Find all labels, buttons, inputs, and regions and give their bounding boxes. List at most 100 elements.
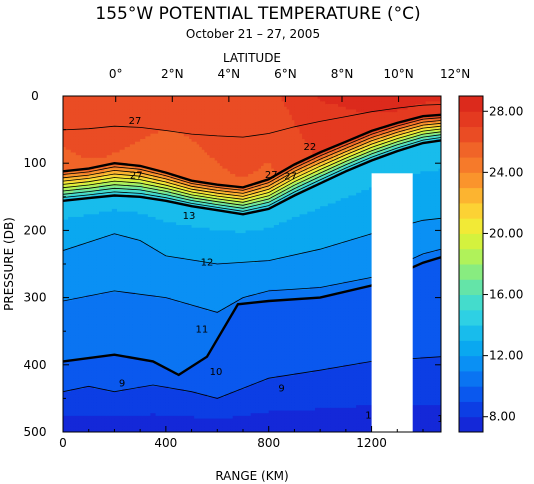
temperature-cell [81, 268, 85, 272]
temperature-cell [73, 125, 77, 129]
temperature-cell [73, 426, 77, 430]
temperature-cell [63, 149, 67, 154]
temperature-cell [65, 324, 69, 328]
temperature-cell [70, 165, 74, 170]
temperature-cell [70, 114, 74, 119]
temperature-cell [63, 313, 67, 318]
temperature-cell [83, 329, 87, 334]
temperature-cell [81, 141, 85, 145]
temperature-cell [70, 216, 74, 221]
temperature-cell [63, 147, 67, 151]
temperature-cell [68, 308, 72, 312]
temperature-cell [68, 354, 72, 358]
temperature-cell [68, 114, 72, 119]
temperature-cell [78, 343, 82, 347]
temperature-cell [83, 106, 87, 111]
temperature-cell [81, 98, 85, 102]
temperature-cell [75, 96, 80, 100]
temperature-cell [86, 98, 90, 102]
temperature-cell [83, 136, 87, 140]
temperature-cell [73, 144, 77, 148]
temperature-cell [83, 112, 87, 116]
temperature-cell [65, 281, 69, 285]
temperature-cell [78, 329, 82, 334]
temperature-cell [63, 337, 67, 342]
temperature-cell [83, 246, 87, 250]
temperature-cell [68, 345, 72, 350]
temperature-cell [73, 321, 77, 326]
temperature-cell [63, 122, 67, 127]
temperature-cell [63, 235, 67, 240]
temperature-cell [75, 391, 80, 395]
temperature-cell [81, 230, 85, 234]
temperature-cell [78, 163, 82, 167]
temperature-cell [78, 351, 82, 355]
temperature-cell [78, 254, 82, 258]
temperature-cell [83, 332, 87, 336]
temperature-cell [63, 356, 67, 361]
temperature-cell [81, 370, 85, 374]
temperature-cell [78, 104, 82, 108]
temperature-cell [73, 273, 77, 277]
temperature-cell [81, 359, 85, 363]
temperature-cell [63, 327, 67, 331]
temperature-cell [83, 276, 87, 280]
temperature-cell [63, 230, 67, 234]
temperature-cell [78, 136, 82, 140]
temperature-cell [70, 311, 74, 315]
temperature-cell [78, 101, 82, 105]
temperature-cell [70, 305, 74, 309]
temperature-cell [83, 351, 87, 355]
temperature-cell [65, 211, 69, 215]
temperature-cell [81, 235, 85, 240]
temperature-cell [65, 319, 69, 323]
temperature-cell [75, 332, 80, 336]
temperature-cell [81, 259, 85, 264]
temperature-cell [63, 109, 67, 113]
temperature-cell [73, 351, 77, 355]
temperature-cell [70, 426, 74, 430]
temperature-cell [81, 225, 85, 229]
temperature-cell [78, 233, 82, 237]
temperature-cell [68, 429, 72, 432]
temperature-cell [70, 397, 74, 401]
temperature-cell [83, 327, 87, 331]
temperature-cell [83, 348, 87, 352]
temperature-cell [78, 362, 82, 366]
temperature-cell [65, 278, 69, 283]
temperature-cell [81, 203, 85, 207]
temperature-cell [83, 203, 87, 207]
temperature-cell [86, 171, 90, 175]
temperature-cell [68, 426, 72, 430]
temperature-cell [63, 259, 67, 264]
temperature-cell [68, 413, 72, 417]
temperature-cell [81, 122, 85, 127]
temperature-cell [81, 136, 85, 140]
temperature-cell [83, 222, 87, 226]
temperature-cell [63, 294, 67, 299]
temperature-cell [68, 241, 72, 245]
temperature-cell [83, 254, 87, 258]
temperature-cell [73, 133, 77, 137]
temperature-cell [70, 190, 74, 194]
temperature-cell [75, 305, 80, 309]
temperature-cell [65, 125, 69, 129]
temperature-cell [86, 130, 90, 135]
temperature-cell [63, 216, 67, 221]
temperature-cell [75, 278, 80, 283]
temperature-cell [78, 192, 82, 197]
temperature-cell [65, 370, 69, 374]
temperature-cell [75, 216, 80, 221]
temperature-cell [68, 230, 72, 234]
temperature-cell [70, 96, 74, 100]
temperature-cell [73, 324, 77, 328]
temperature-cell [83, 198, 87, 202]
temperature-cell [63, 391, 67, 395]
temperature-cell [75, 335, 80, 339]
temperature-cell [81, 112, 85, 116]
temperature-cell [78, 380, 82, 385]
temperature-cell [65, 101, 69, 105]
temperature-cell [78, 195, 82, 199]
temperature-cell [73, 370, 77, 374]
temperature-cell [68, 165, 72, 170]
